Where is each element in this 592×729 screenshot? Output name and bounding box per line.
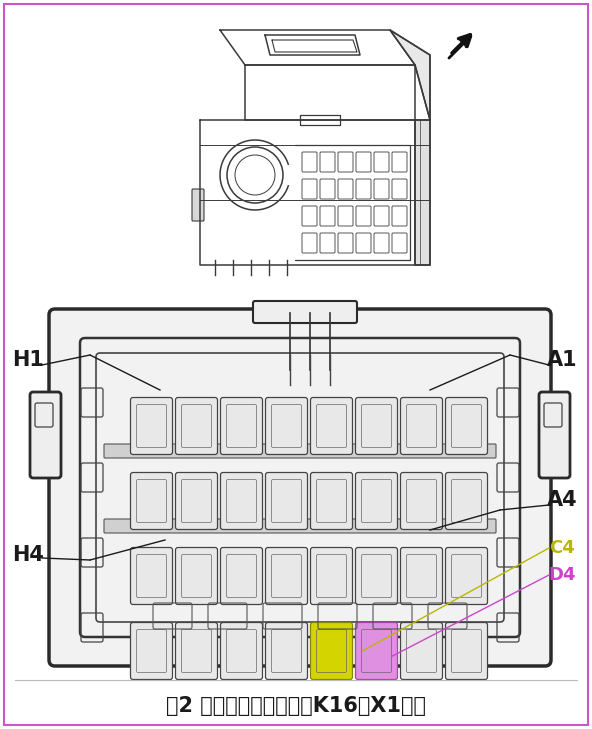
Text: A1: A1	[546, 350, 577, 370]
FancyBboxPatch shape	[130, 397, 172, 454]
Text: C4: C4	[549, 539, 575, 557]
FancyBboxPatch shape	[539, 392, 570, 478]
FancyBboxPatch shape	[310, 472, 352, 529]
FancyBboxPatch shape	[446, 623, 487, 679]
FancyBboxPatch shape	[446, 472, 487, 529]
Polygon shape	[415, 120, 430, 265]
FancyBboxPatch shape	[130, 547, 172, 604]
FancyBboxPatch shape	[310, 397, 352, 454]
FancyBboxPatch shape	[401, 623, 442, 679]
FancyBboxPatch shape	[265, 397, 307, 454]
FancyBboxPatch shape	[265, 623, 307, 679]
FancyBboxPatch shape	[265, 472, 307, 529]
FancyBboxPatch shape	[175, 472, 217, 529]
FancyBboxPatch shape	[175, 547, 217, 604]
FancyBboxPatch shape	[175, 623, 217, 679]
FancyBboxPatch shape	[175, 397, 217, 454]
FancyBboxPatch shape	[356, 397, 397, 454]
FancyBboxPatch shape	[265, 547, 307, 604]
FancyBboxPatch shape	[401, 547, 442, 604]
Text: H1: H1	[12, 350, 44, 370]
FancyBboxPatch shape	[220, 623, 262, 679]
FancyBboxPatch shape	[220, 472, 262, 529]
FancyBboxPatch shape	[220, 547, 262, 604]
FancyBboxPatch shape	[356, 623, 397, 679]
FancyBboxPatch shape	[401, 397, 442, 454]
FancyBboxPatch shape	[356, 547, 397, 604]
FancyBboxPatch shape	[104, 444, 496, 458]
FancyBboxPatch shape	[30, 392, 61, 478]
FancyBboxPatch shape	[130, 623, 172, 679]
Text: H4: H4	[12, 545, 44, 565]
FancyBboxPatch shape	[220, 397, 262, 454]
FancyBboxPatch shape	[310, 623, 352, 679]
Text: 图2 蓄电池能量控制模块K16的X1插头: 图2 蓄电池能量控制模块K16的X1插头	[166, 696, 426, 716]
FancyBboxPatch shape	[104, 519, 496, 533]
FancyBboxPatch shape	[192, 189, 204, 221]
Text: A4: A4	[546, 490, 577, 510]
FancyBboxPatch shape	[49, 309, 551, 666]
FancyBboxPatch shape	[130, 472, 172, 529]
FancyBboxPatch shape	[253, 301, 357, 323]
FancyBboxPatch shape	[446, 397, 487, 454]
FancyBboxPatch shape	[310, 547, 352, 604]
Text: D4: D4	[548, 566, 576, 584]
FancyBboxPatch shape	[356, 472, 397, 529]
FancyBboxPatch shape	[401, 472, 442, 529]
Polygon shape	[390, 30, 430, 120]
FancyBboxPatch shape	[446, 547, 487, 604]
